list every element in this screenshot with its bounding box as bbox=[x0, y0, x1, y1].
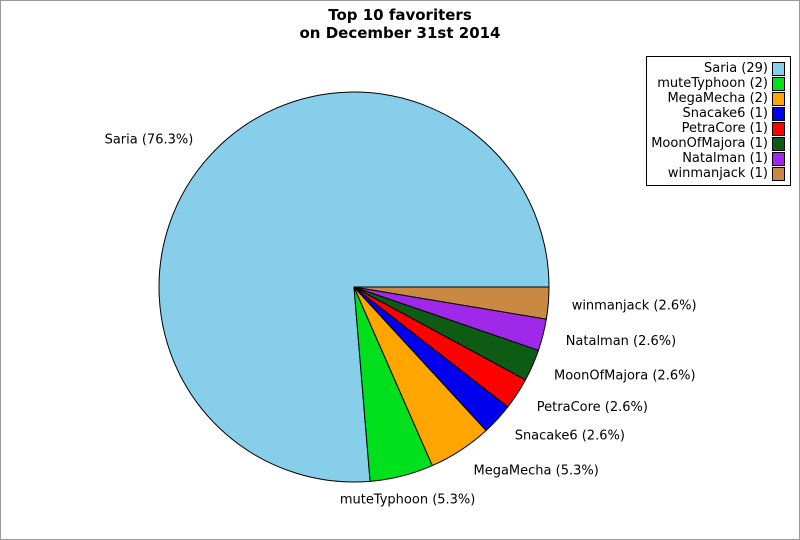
slice-label-muteTyphoon: muteTyphoon (5.3%) bbox=[340, 492, 476, 507]
legend-swatch bbox=[772, 91, 785, 106]
legend-swatch bbox=[772, 106, 785, 121]
slice-label-MoonOfMajora: MoonOfMajora (2.6%) bbox=[554, 368, 696, 383]
legend-label: Natalman (1) bbox=[682, 151, 768, 166]
legend-item-MoonOfMajora: MoonOfMajora (1) bbox=[649, 136, 785, 151]
legend: Saria (29) muteTyphoon (2) MegaMecha (2) Sn… bbox=[646, 56, 791, 186]
chart-title: Top 10 favoriters on December 31st 2014 bbox=[1, 6, 799, 42]
legend-label: MoonOfMajora (1) bbox=[651, 136, 768, 151]
legend-item-winmanjack: winmanjack (1) bbox=[649, 166, 785, 181]
legend-label: winmanjack (1) bbox=[667, 166, 768, 181]
chart-title-line1: Top 10 favoriters bbox=[328, 6, 472, 24]
slice-label-winmanjack: winmanjack (2.6%) bbox=[572, 299, 697, 314]
slice-label-Saria: Saria (76.3%) bbox=[105, 133, 194, 148]
slice-label-PetraCore: PetraCore (2.6%) bbox=[537, 400, 648, 415]
legend-swatch bbox=[772, 151, 785, 166]
legend-swatch bbox=[772, 121, 785, 136]
pie-slice-winmanjack bbox=[353, 286, 550, 320]
pie-slice-Saria bbox=[158, 91, 550, 483]
legend-swatch bbox=[772, 166, 785, 181]
slice-label-MegaMecha: MegaMecha (5.3%) bbox=[474, 463, 599, 478]
legend-label: Snacake6 (1) bbox=[682, 106, 768, 121]
legend-swatch bbox=[772, 61, 785, 76]
legend-item-MegaMecha: MegaMecha (2) bbox=[649, 91, 785, 106]
legend-item-Saria: Saria (29) bbox=[649, 61, 785, 76]
slice-label-Natalman: Natalman (2.6%) bbox=[566, 334, 677, 349]
legend-swatch bbox=[772, 76, 785, 91]
slice-label-Snacake6: Snacake6 (2.6%) bbox=[515, 428, 625, 443]
legend-label: Saria (29) bbox=[704, 61, 768, 76]
legend-swatch bbox=[772, 136, 785, 151]
legend-label: PetraCore (1) bbox=[681, 121, 768, 136]
legend-item-Natalman: Natalman (1) bbox=[649, 151, 785, 166]
legend-item-muteTyphoon: muteTyphoon (2) bbox=[649, 76, 785, 91]
legend-label: muteTyphoon (2) bbox=[657, 76, 768, 91]
legend-label: MegaMecha (2) bbox=[667, 91, 768, 106]
chart-title-line2: on December 31st 2014 bbox=[299, 24, 501, 42]
legend-item-PetraCore: PetraCore (1) bbox=[649, 121, 785, 136]
legend-item-Snacake6: Snacake6 (1) bbox=[649, 106, 785, 121]
